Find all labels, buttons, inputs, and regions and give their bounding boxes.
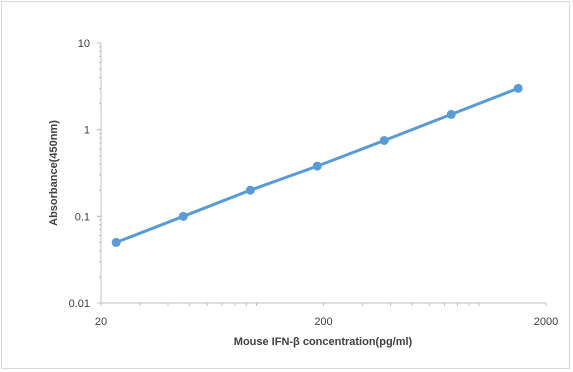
minor-ticks	[97, 42, 547, 306]
x-axis-title: Mouse IFN-β concentration(pg/ml)	[234, 336, 413, 348]
y-tick-label: 0.01	[69, 298, 90, 310]
data-point	[446, 109, 456, 119]
y-tick-label: 0.1	[75, 211, 90, 223]
x-tick-label: 20	[95, 316, 107, 328]
axes	[100, 43, 546, 304]
y-axis-title: Absorbance(450nm)	[48, 120, 60, 226]
data-point	[111, 237, 121, 247]
data-point	[245, 185, 255, 195]
series-layer	[111, 83, 523, 247]
data-point	[513, 83, 523, 93]
x-tick-labels: 20 200 2000	[95, 316, 558, 328]
y-tick-label: 1	[84, 125, 90, 137]
y-tick-label: 10	[78, 38, 90, 50]
data-point	[312, 161, 322, 171]
x-tick-label: 2000	[534, 316, 558, 328]
y-tick-labels: 10 1 0.1 0.01	[69, 38, 90, 310]
x-tick-label: 200	[314, 316, 332, 328]
data-point	[379, 135, 389, 145]
data-point	[178, 211, 188, 221]
